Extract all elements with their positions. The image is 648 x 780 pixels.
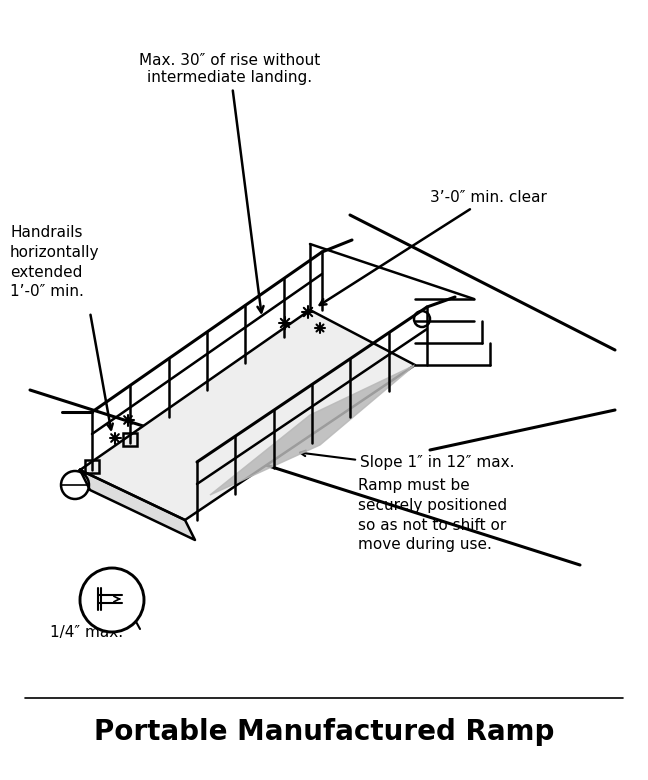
Text: Portable Manufactured Ramp: Portable Manufactured Ramp [94,718,554,746]
Text: Max. 30″ of rise without
intermediate landing.: Max. 30″ of rise without intermediate la… [139,52,321,313]
Circle shape [80,568,144,632]
Polygon shape [80,310,415,520]
Text: Ramp must be
securely positioned
so as not to shift or
move during use.: Ramp must be securely positioned so as n… [358,478,507,552]
Text: 3’-0″ min. clear: 3’-0″ min. clear [319,190,547,305]
Text: 1/4″ max.: 1/4″ max. [50,625,123,640]
Polygon shape [210,365,415,495]
Text: Slope 1″ in 12″ max.: Slope 1″ in 12″ max. [360,455,515,470]
Text: Handrails
horizontally
extended
1’-0″ min.: Handrails horizontally extended 1’-0″ mi… [10,225,100,300]
Polygon shape [80,470,195,540]
